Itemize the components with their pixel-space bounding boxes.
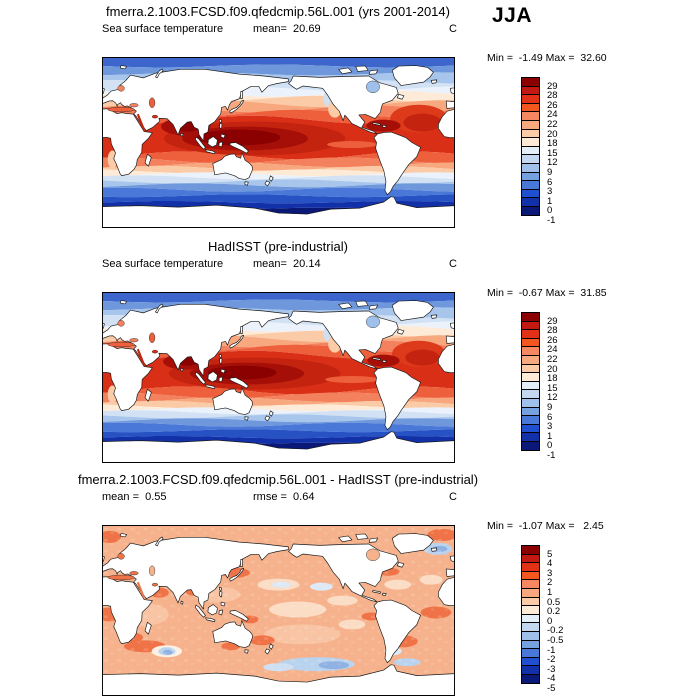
colorbar-tick-label: 1 bbox=[547, 587, 553, 598]
panel-title: fmerra.2.1003.FCSD.f09.qfedcmip.56L.001 … bbox=[77, 472, 479, 487]
mean-stat: mean= 20.14 bbox=[253, 258, 321, 270]
colorbar-tick-label: 0 bbox=[547, 205, 553, 217]
colorbar-tick-label: 15 bbox=[547, 147, 558, 159]
panel-model: fmerra.2.1003.FCSD.f09.qfedcmip.56L.001 … bbox=[0, 0, 700, 235]
colorbar-tick-label: 24 bbox=[547, 344, 558, 356]
colorbar-tick-label: -0.2 bbox=[547, 625, 564, 637]
colorbar-tick-label: 18 bbox=[547, 138, 558, 150]
colorbar-tick-label: 0 bbox=[547, 440, 553, 452]
panel-reference: HadISST (pre-industrial) Sea surface tem… bbox=[0, 235, 700, 470]
minmax-label: Min = -1.07 Max = 2.45 bbox=[487, 520, 604, 532]
colorbar-tick-label: -0.5 bbox=[547, 635, 564, 646]
colorbar-tick-label: 20 bbox=[547, 128, 558, 140]
colorbar-tick-label: -1 bbox=[547, 450, 556, 461]
colorbar-tick-label: 26 bbox=[547, 99, 558, 111]
colorbar-tick-label: 22 bbox=[547, 354, 558, 365]
variable-label: Sea surface temperature bbox=[102, 258, 224, 270]
colorbar-tick-label: -5 bbox=[547, 683, 556, 694]
colorbar-tick-label: 3 bbox=[547, 421, 553, 433]
colorbar-tick-label: 1 bbox=[547, 430, 553, 442]
minmax-label: Min = -0.67 Max = 31.85 bbox=[487, 287, 607, 299]
colorbar-box bbox=[521, 205, 540, 216]
colorbar-tick-label: 18 bbox=[547, 373, 558, 385]
units-label: C bbox=[449, 491, 457, 503]
sst-map-model bbox=[102, 57, 455, 228]
colorbar-tick-label: -3 bbox=[547, 663, 556, 675]
colorbar-boxes bbox=[521, 545, 540, 684]
colorbar-model: 29 28 26 24 22 20 18 15 12 9 6 3 1 0 -1 bbox=[521, 77, 581, 233]
sst-difference-map bbox=[102, 525, 455, 696]
mean-stat: mean = 0.55 bbox=[102, 491, 167, 503]
colorbar-tick-label: 9 bbox=[547, 402, 553, 413]
colorbar-tick-label: 20 bbox=[547, 363, 558, 375]
colorbar-tick-label: -2 bbox=[547, 654, 556, 666]
colorbar-tick-label: 9 bbox=[547, 167, 553, 178]
panel-title: HadISST (pre-industrial) bbox=[208, 239, 348, 254]
colorbar-labels: 29 28 26 24 22 20 18 15 12 9 6 3 1 0 -1 bbox=[547, 77, 581, 233]
colorbar-tick-label: 1 bbox=[547, 195, 553, 207]
colorbar-tick-label: 22 bbox=[547, 119, 558, 130]
panel-title: fmerra.2.1003.FCSD.f09.qfedcmip.56L.001 … bbox=[106, 4, 450, 19]
colorbar-tick-label: 29 bbox=[547, 80, 558, 92]
colorbar-boxes bbox=[521, 312, 540, 451]
colorbar-tick-label: 24 bbox=[547, 109, 558, 121]
colorbar-tick-label: 0.2 bbox=[547, 606, 561, 618]
colorbar-tick-label: 12 bbox=[547, 392, 558, 404]
colorbar-boxes bbox=[521, 77, 540, 216]
colorbar-box bbox=[521, 440, 540, 451]
colorbar-tick-label: 2 bbox=[547, 577, 553, 589]
units-label: C bbox=[449, 258, 457, 270]
colorbar-tick-label: 12 bbox=[547, 157, 558, 169]
colorbar-box bbox=[521, 673, 540, 684]
sst-map-reference bbox=[102, 292, 455, 463]
colorbar-tick-label: 28 bbox=[547, 90, 558, 102]
variable-label: Sea surface temperature bbox=[102, 23, 224, 35]
colorbar-tick-label: 29 bbox=[547, 315, 558, 327]
colorbar-tick-label: 5 bbox=[547, 548, 553, 560]
rmse-stat: rmse = 0.64 bbox=[253, 491, 315, 503]
season-label: JJA bbox=[492, 4, 533, 27]
colorbar-tick-label: -1 bbox=[547, 644, 556, 656]
colorbar-tick-label: 0 bbox=[547, 615, 553, 627]
colorbar-difference: 5 4 3 2 1 0.5 0.2 0 -0.2 -0.5 -1 -2 -3 -4 -5 bbox=[521, 545, 581, 700]
colorbar-reference: 29 28 26 24 22 20 18 15 12 9 6 3 1 0 -1 bbox=[521, 312, 581, 468]
colorbar-tick-label: 6 bbox=[547, 176, 553, 188]
colorbar-tick-label: -4 bbox=[547, 673, 556, 685]
colorbar-tick-label: 0.5 bbox=[547, 596, 561, 608]
colorbar-labels: 5 4 3 2 1 0.5 0.2 0 -0.2 -0.5 -1 -2 -3 -4 -5 bbox=[547, 545, 581, 700]
colorbar-tick-label: 15 bbox=[547, 382, 558, 394]
colorbar-tick-label: 3 bbox=[547, 567, 553, 579]
colorbar-labels: 29 28 26 24 22 20 18 15 12 9 6 3 1 0 -1 bbox=[547, 312, 581, 468]
colorbar-tick-label: 4 bbox=[547, 558, 553, 570]
colorbar-tick-label: 3 bbox=[547, 186, 553, 198]
colorbar-tick-label: -1 bbox=[547, 215, 556, 226]
panel-difference: fmerra.2.1003.FCSD.f09.qfedcmip.56L.001 … bbox=[0, 468, 700, 700]
minmax-label: Min = -1.49 Max = 32.60 bbox=[487, 52, 607, 64]
units-label: C bbox=[449, 23, 457, 35]
mean-stat: mean= 20.69 bbox=[253, 23, 321, 35]
colorbar-tick-label: 26 bbox=[547, 334, 558, 346]
colorbar-tick-label: 6 bbox=[547, 411, 553, 423]
colorbar-tick-label: 28 bbox=[547, 325, 558, 337]
